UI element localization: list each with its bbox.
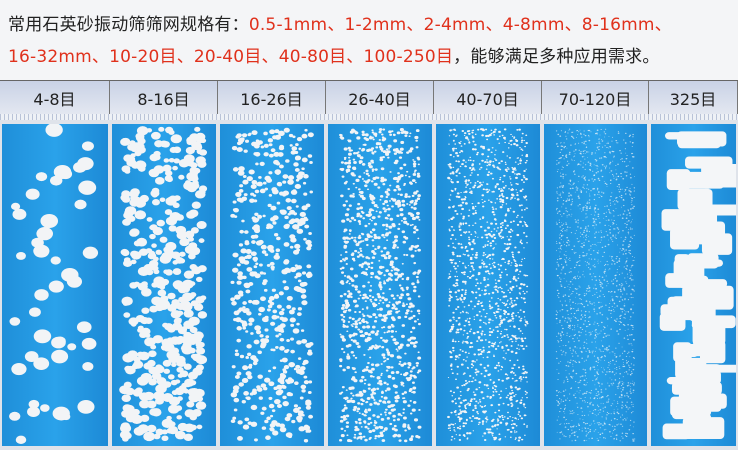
caption-prefix: 常用石英砂振动筛筛网规格有： <box>8 15 249 35</box>
sample-photo <box>436 124 540 446</box>
sample-label: 325目 <box>649 81 738 115</box>
sample-label: 16-26目 <box>218 81 326 115</box>
caption-line-2: 16-32mm、10-20目、20-40目、40-80目、100-250目，能够… <box>8 42 660 67</box>
caption-specs-1: 0.5-1mm、1-2mm、2-4mm、4-8mm、8-16mm、 <box>248 15 672 35</box>
caption-specs-2: 16-32mm、10-20目、20-40目、40-80目、100-250目 <box>8 47 454 67</box>
caption-line-1: 常用石英砂振动筛筛网规格有：0.5-1mm、1-2mm、2-4mm、4-8mm、… <box>8 10 672 35</box>
sample-photo <box>544 124 647 446</box>
sample-label: 70-120目 <box>542 81 649 115</box>
sample-photo <box>112 124 216 446</box>
sample-board: 4-8目 8-16目 16-26目 26-40目 40-70目 70-120目 325目 <box>0 80 738 450</box>
sample-label: 8-16目 <box>110 81 218 115</box>
sample-label: 40-70目 <box>434 81 542 115</box>
sample-label: 26-40目 <box>326 81 434 115</box>
sample-photo <box>651 124 736 446</box>
ruler-strip <box>0 114 738 120</box>
sample-label: 4-8目 <box>0 81 110 115</box>
caption-suffix: ，能够满足多种应用需求。 <box>453 47 660 67</box>
sample-photo <box>2 124 108 446</box>
sample-photo <box>328 124 432 446</box>
label-header: 4-8目 8-16目 16-26目 26-40目 40-70目 70-120目 325目 <box>0 80 738 116</box>
sample-photo <box>220 124 324 446</box>
